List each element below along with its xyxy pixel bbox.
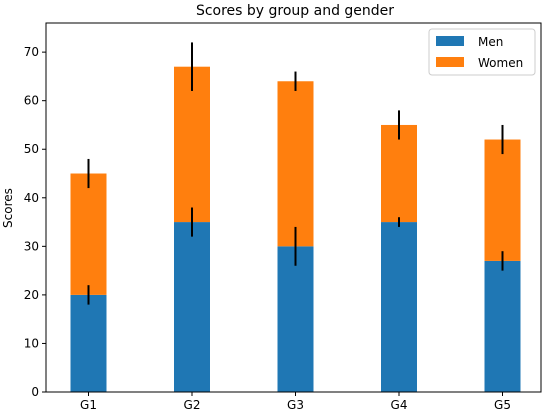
plot-area: 0 10 20 30 40 50 60 70 G1 G2 G3 G4 G5 [24, 22, 542, 412]
bar-women-g5 [484, 139, 521, 261]
y-tick-label: 40 [24, 191, 39, 205]
bar-women-g2 [174, 66, 210, 223]
bar-men-g1 [70, 294, 107, 392]
x-tick-label: G5 [494, 398, 511, 412]
legend-label-women: Women [478, 56, 523, 70]
y-tick-label: 60 [24, 94, 39, 108]
bar-women-g4 [381, 124, 417, 223]
bar-women-g1 [70, 173, 107, 295]
y-tick-label: 10 [24, 336, 39, 350]
x-tick-label: G3 [287, 398, 304, 412]
y-tick-label: 70 [24, 45, 39, 59]
bar-men-g3 [277, 246, 314, 392]
x-tick-label: G1 [80, 398, 97, 412]
bar-men-g2 [174, 222, 210, 392]
y-tick-label: 0 [31, 385, 39, 399]
y-tick-label: 50 [24, 142, 39, 156]
legend: Men Women [428, 28, 536, 76]
y-tick-label: 30 [24, 239, 39, 253]
legend-label-men: Men [478, 35, 503, 49]
bar-women-g3 [277, 81, 314, 247]
y-tick-label: 20 [24, 288, 39, 302]
x-tick-label: G4 [391, 398, 408, 412]
y-axis-title: Scores [1, 188, 15, 228]
bar-men-g4 [381, 222, 417, 392]
chart-title: Scores by group and gender [196, 3, 394, 19]
x-tick-label: G2 [184, 398, 201, 412]
legend-swatch-men [436, 36, 464, 46]
axes-frame [45, 22, 542, 393]
bar-men-g5 [484, 260, 521, 392]
legend-swatch-women [436, 57, 464, 67]
